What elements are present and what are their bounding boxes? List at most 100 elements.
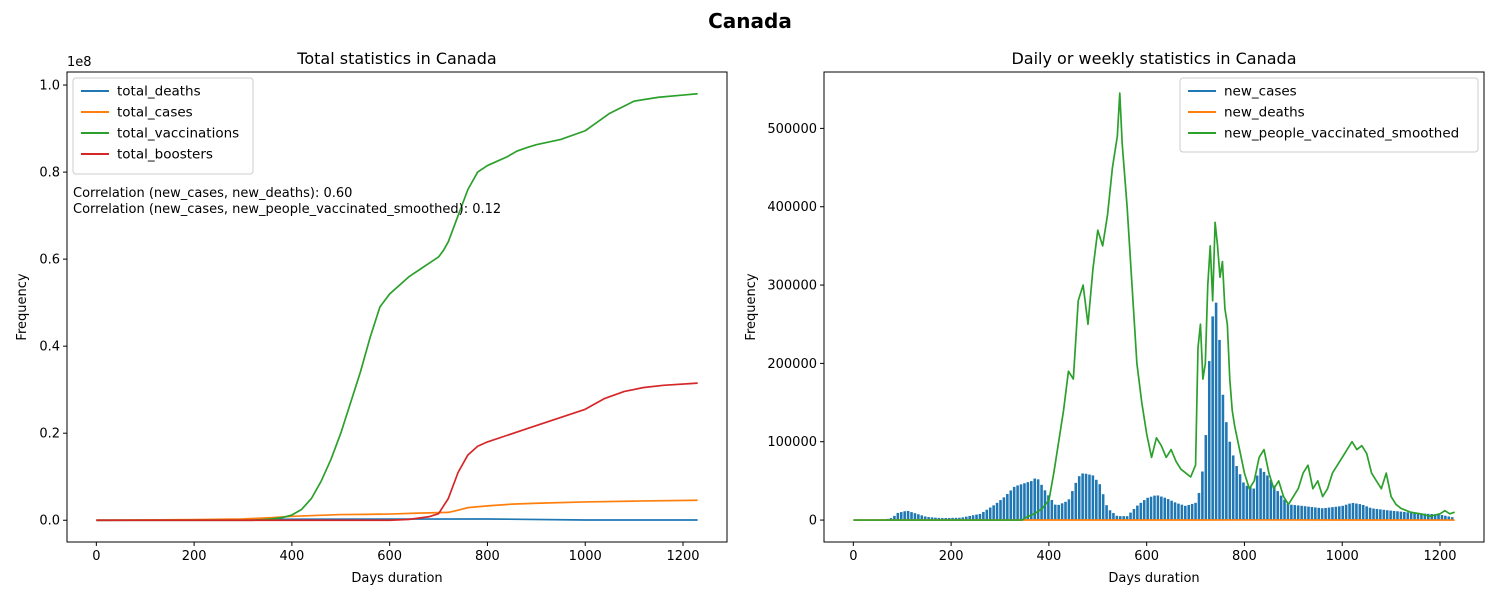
y-axis-label: Frequency: [744, 273, 759, 340]
bar-new-cases: [1324, 507, 1327, 521]
y-tick-label: 0.4: [39, 340, 60, 355]
bar-new-cases: [1361, 504, 1365, 521]
bar-new-cases: [1355, 503, 1358, 521]
bar-new-cases: [1118, 516, 1122, 521]
bar-new-cases: [1016, 485, 1019, 521]
bar-new-cases: [1125, 516, 1129, 521]
legend-entry: new_deaths: [1224, 105, 1305, 121]
y-tick-label: 0.0: [39, 514, 60, 529]
x-tick-label: 400: [1036, 549, 1061, 564]
bar-new-cases: [1050, 499, 1054, 521]
bar-new-cases: [920, 515, 924, 521]
bar-new-cases: [1221, 394, 1225, 521]
axes-frame: [823, 71, 1485, 543]
bar-new-cases: [1036, 479, 1040, 521]
bar-new-cases: [1166, 499, 1170, 521]
bar-new-cases: [1331, 507, 1334, 521]
bar-new-cases: [923, 516, 927, 521]
series-new-cases: [882, 302, 1454, 521]
bar-new-cases: [1053, 504, 1057, 521]
bar-new-cases: [1187, 505, 1190, 521]
bar-new-cases: [1450, 517, 1454, 521]
bar-new-cases: [1403, 511, 1406, 521]
bar-new-cases: [1396, 511, 1399, 521]
bar-new-cases: [1074, 482, 1078, 521]
legend-entry: new_people_vaccinated_smoothed: [1224, 126, 1459, 142]
bar-new-cases: [1307, 506, 1310, 521]
bar-new-cases: [1095, 479, 1098, 521]
bar-new-cases: [975, 514, 978, 521]
bar-new-cases: [1173, 502, 1177, 521]
bar-new-cases: [1091, 475, 1095, 521]
bar-new-cases: [1235, 466, 1238, 521]
bar-new-cases: [1238, 474, 1242, 521]
bar-new-cases: [1129, 512, 1132, 521]
legend-entry: new_cases: [1224, 84, 1297, 100]
bar-new-cases: [947, 517, 951, 521]
y-tick-label: 200000: [767, 357, 817, 372]
bar-new-cases: [1426, 513, 1430, 521]
bar-new-cases: [1303, 506, 1307, 521]
bar-new-cases: [982, 511, 985, 521]
bar-new-cases: [910, 512, 913, 521]
x-tick-label: 1000: [569, 549, 602, 564]
bar-new-cases: [1290, 504, 1293, 521]
bar-new-cases: [1149, 496, 1153, 521]
bar-new-cases: [1105, 505, 1108, 521]
y-tick-label: 0.2: [39, 427, 60, 442]
legend: total_deaths total_cases total_vaccination…: [72, 77, 254, 175]
bar-new-cases: [1276, 491, 1279, 521]
bar-new-cases: [1060, 503, 1064, 521]
bar-new-cases: [1009, 490, 1013, 521]
y-tick-label: 100000: [767, 435, 817, 450]
bar-new-cases: [1139, 502, 1143, 521]
bar-new-cases: [1444, 515, 1447, 521]
bar-new-cases: [992, 505, 995, 521]
bar-new-cases: [1334, 506, 1338, 521]
bar-new-cases: [1112, 513, 1115, 521]
y-tick-label: 400000: [767, 200, 817, 215]
y-tick-label: 0: [809, 514, 817, 529]
bar-new-cases: [1279, 495, 1283, 521]
bar-new-cases: [1033, 478, 1036, 521]
legend-entry: total_boosters: [117, 147, 213, 163]
bar-new-cases: [930, 517, 934, 521]
bar-new-cases: [1088, 474, 1091, 521]
x-tick-label: 400: [279, 549, 304, 564]
x-tick-label: 0: [849, 549, 857, 564]
bar-new-cases: [1416, 513, 1420, 521]
bar-new-cases: [1249, 487, 1252, 521]
bar-new-cases: [1382, 509, 1386, 521]
bar-new-cases: [1098, 484, 1102, 521]
bar-new-cases: [1040, 484, 1043, 521]
legend: new_cases new_deaths new_people_vaccinated…: [1179, 77, 1479, 153]
bar-new-cases: [1327, 507, 1331, 521]
bar-new-cases: [913, 513, 917, 521]
bar-new-cases: [985, 509, 989, 521]
correlation-annotation: Correlation (new_cases, new_people_vacci…: [73, 202, 501, 217]
figure-title: Canada: [708, 9, 792, 33]
bar-new-cases: [1348, 503, 1351, 521]
x-tick-label: 200: [939, 549, 964, 564]
bar-new-cases: [1255, 475, 1259, 521]
bar-new-cases: [893, 515, 896, 521]
axes-frame: [66, 71, 728, 543]
bar-new-cases: [961, 517, 965, 521]
bar-new-cases: [1047, 495, 1050, 521]
bar-new-cases: [903, 511, 906, 521]
bar-new-cases: [1266, 475, 1269, 521]
y-tick-label: 0.6: [39, 253, 60, 268]
bar-new-cases: [1351, 502, 1355, 521]
bar-new-cases: [1344, 504, 1348, 521]
bar-new-cases: [1146, 497, 1149, 521]
bar-new-cases: [1262, 471, 1266, 521]
bar-new-cases: [1163, 497, 1167, 521]
bar-new-cases: [978, 513, 982, 521]
bar-new-cases: [941, 518, 944, 521]
bar-new-cases: [1160, 496, 1163, 521]
plot-area: [853, 92, 1455, 521]
series-total-vaccinations-line: [96, 92, 698, 522]
bar-new-cases: [1026, 482, 1030, 521]
bar-new-cases: [999, 500, 1002, 521]
y-axis-label: Frequency: [15, 273, 30, 340]
